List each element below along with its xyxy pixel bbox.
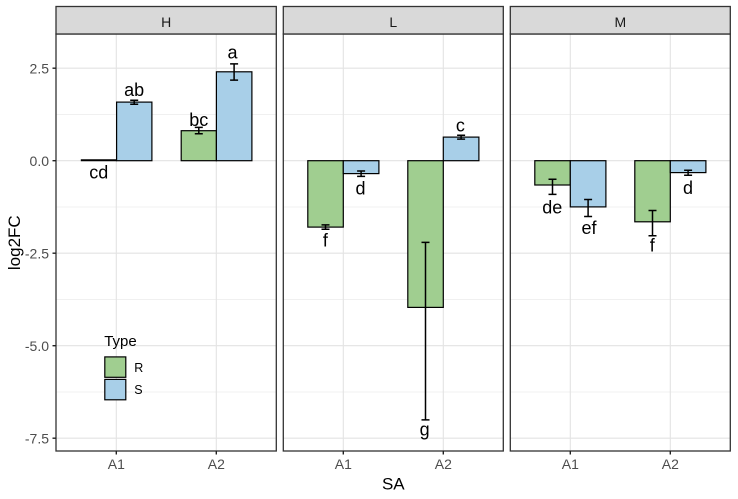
svg-text:g: g	[420, 419, 430, 439]
svg-text:ef: ef	[581, 218, 597, 238]
svg-text:f: f	[650, 235, 656, 255]
svg-text:a: a	[227, 43, 238, 63]
svg-text:ab: ab	[124, 80, 144, 100]
svg-text:L: L	[389, 14, 397, 30]
svg-text:A2: A2	[208, 456, 225, 472]
svg-text:f: f	[323, 230, 329, 250]
svg-text:A1: A1	[108, 456, 125, 472]
svg-text:0.0: 0.0	[30, 153, 50, 169]
svg-text:log2FC: log2FC	[5, 215, 24, 270]
svg-text:c: c	[456, 115, 465, 135]
svg-text:A1: A1	[562, 456, 579, 472]
svg-text:2.5: 2.5	[30, 61, 50, 77]
svg-text:M: M	[614, 14, 626, 30]
svg-text:R: R	[134, 361, 143, 375]
svg-text:SA: SA	[382, 474, 405, 493]
svg-text:d: d	[355, 179, 365, 199]
svg-text:d: d	[683, 178, 693, 198]
svg-text:A2: A2	[435, 456, 452, 472]
svg-text:A2: A2	[662, 456, 679, 472]
svg-text:-5.0: -5.0	[25, 338, 49, 354]
svg-text:Type: Type	[104, 333, 137, 350]
svg-text:-2.5: -2.5	[25, 246, 49, 262]
svg-text:de: de	[542, 198, 562, 218]
svg-text:S: S	[134, 383, 142, 397]
svg-text:A1: A1	[335, 456, 352, 472]
svg-text:cd: cd	[89, 163, 108, 183]
svg-text:-7.5: -7.5	[25, 431, 49, 447]
svg-text:bc: bc	[189, 110, 208, 130]
svg-text:H: H	[161, 14, 171, 30]
